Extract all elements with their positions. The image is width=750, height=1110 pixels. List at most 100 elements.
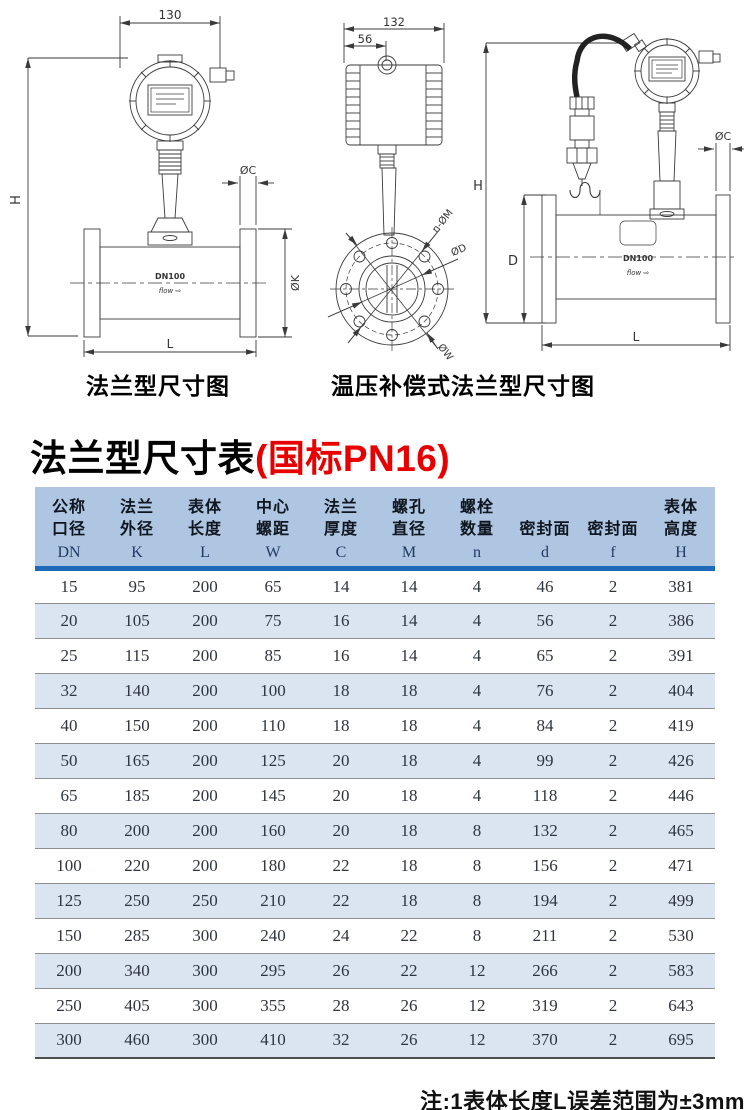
table-row: 65 185 200 145 20 18 4 118 2 446 <box>35 778 715 813</box>
table-cell: 85 <box>264 645 282 665</box>
dim-label-seal-face: ØD <box>449 241 468 258</box>
dim-label-body-od: D <box>508 254 518 269</box>
table-cell: 695 <box>668 1030 694 1050</box>
table-row: 300 460 300 410 32 26 12 370 2 695 <box>35 1023 715 1058</box>
table-cell: 180 <box>260 855 286 875</box>
dimension-table-body: 15 95 200 65 14 14 4 46 2 381 20 105 200 75 16 14 4 56 2 38… <box>35 568 715 1058</box>
table-cell: 4 <box>472 785 482 805</box>
table-cell: 319 <box>532 995 558 1015</box>
table-row: 250 405 300 355 28 26 12 319 2 643 <box>35 988 715 1023</box>
caption-flange-type: 法兰型尺寸图 <box>86 373 230 399</box>
table-cell: 404 <box>668 680 694 700</box>
table-cell: 56 <box>536 610 554 630</box>
table-row: 200 340 300 295 26 22 12 266 2 583 <box>35 953 715 988</box>
table-cell: 240 <box>260 925 286 945</box>
section-title: 法兰型尺寸表(国标PN16) <box>30 428 450 482</box>
table-cell: 20 <box>332 785 350 805</box>
table-cell: 100 <box>56 855 82 875</box>
table-cell: 211 <box>532 925 558 945</box>
table-cell: 194 <box>532 890 558 910</box>
table-cell: 2 <box>608 855 618 875</box>
table-cell: 200 <box>192 855 218 875</box>
table-cell: 26 <box>400 995 418 1015</box>
flange-front-view-drawing: 132 56 n-ØM ØD ØW <box>327 15 469 360</box>
table-cell: 300 <box>192 995 218 1015</box>
dim-label-flange-thickness: ØC <box>715 130 732 143</box>
table-cell: 300 <box>192 1030 218 1050</box>
table-cell: 40 <box>60 715 78 735</box>
table-cell: 391 <box>668 645 694 665</box>
table-cell: 22 <box>332 855 350 875</box>
table-cell: 2 <box>608 576 618 596</box>
table-cell: 405 <box>124 995 150 1015</box>
table-cell: 32 <box>332 1030 350 1050</box>
dim-label-width: 130 <box>159 8 182 22</box>
table-cell: 4 <box>472 576 482 596</box>
body-size-label: DN100 <box>623 254 653 263</box>
table-cell: 370 <box>532 1030 558 1050</box>
table-cell: 410 <box>260 1030 286 1050</box>
table-cell: 15 <box>60 576 78 596</box>
table-row: 32 140 200 100 18 18 4 76 2 404 <box>35 673 715 708</box>
table-cell: 2 <box>608 645 618 665</box>
table-cell: 2 <box>608 610 618 630</box>
table-row: 100 220 200 180 22 18 8 156 2 471 <box>35 848 715 883</box>
table-cell: 28 <box>332 995 350 1015</box>
table-cell: 95 <box>128 576 146 596</box>
table-cell: 18 <box>332 715 350 735</box>
table-cell: 200 <box>192 645 218 665</box>
table-cell: 165 <box>124 750 150 770</box>
table-cell: 200 <box>192 750 218 770</box>
table-cell: 140 <box>124 680 150 700</box>
table-cell: 132 <box>532 820 558 840</box>
table-row: 80 200 200 160 20 18 8 132 2 465 <box>35 813 715 848</box>
table-cell: 2 <box>608 995 618 1015</box>
table-row: 40 150 200 110 18 18 4 84 2 419 <box>35 708 715 743</box>
table-row: 125 250 250 210 22 18 8 194 2 499 <box>35 883 715 918</box>
table-cell: 200 <box>192 785 218 805</box>
column-header-w: 中心 螺距 W <box>255 499 290 561</box>
section-title-main: 法兰型尺寸表 <box>30 438 255 479</box>
table-cell: 118 <box>532 785 558 805</box>
table-cell: 18 <box>400 820 418 840</box>
table-cell: 340 <box>124 960 150 980</box>
table-cell: 105 <box>124 610 150 630</box>
dim-label-length: L <box>633 330 640 344</box>
table-cell: 80 <box>60 820 78 840</box>
table-cell: 2 <box>608 680 618 700</box>
column-header-c: 法兰 厚度 C <box>323 499 358 561</box>
table-cell: 2 <box>608 750 618 770</box>
table-cell: 4 <box>472 610 482 630</box>
column-header-m: 螺孔 直径 M <box>391 499 426 561</box>
table-cell: 14 <box>332 576 350 596</box>
table-cell: 250 <box>124 890 150 910</box>
table-cell: 200 <box>192 610 218 630</box>
table-cell: 115 <box>124 645 150 665</box>
table-cell: 499 <box>668 890 694 910</box>
table-cell: 12 <box>468 960 486 980</box>
table-cell: 8 <box>472 925 482 945</box>
table-cell: 8 <box>472 855 482 875</box>
body-size-label: DN100 <box>155 272 185 281</box>
table-cell: 2 <box>608 785 618 805</box>
table-cell: 4 <box>472 715 482 735</box>
table-cell: 18 <box>400 680 418 700</box>
table-cell: 18 <box>400 785 418 805</box>
dim-label-neck: 56 <box>358 32 373 46</box>
table-cell: 300 <box>192 925 218 945</box>
table-cell: 14 <box>400 645 418 665</box>
table-cell: 250 <box>56 995 82 1015</box>
dim-label-height: H <box>9 195 24 205</box>
table-cell: 100 <box>260 680 286 700</box>
flow-direction-label: flow ⇨ <box>159 287 182 295</box>
column-header-dn: 公称 口径 DN <box>51 499 86 561</box>
table-cell: 20 <box>332 750 350 770</box>
table-cell: 156 <box>532 855 558 875</box>
dim-label-flange-thickness: ØC <box>240 164 257 177</box>
table-cell: 18 <box>400 750 418 770</box>
column-header-f: 密封面 f <box>587 521 639 561</box>
caption-tp-compensated-type: 温压补偿式法兰型尺寸图 <box>331 373 595 399</box>
table-cell: 426 <box>668 750 694 770</box>
flow-direction-label: flow ⇨ <box>627 269 650 277</box>
table-cell: 12 <box>468 995 486 1015</box>
